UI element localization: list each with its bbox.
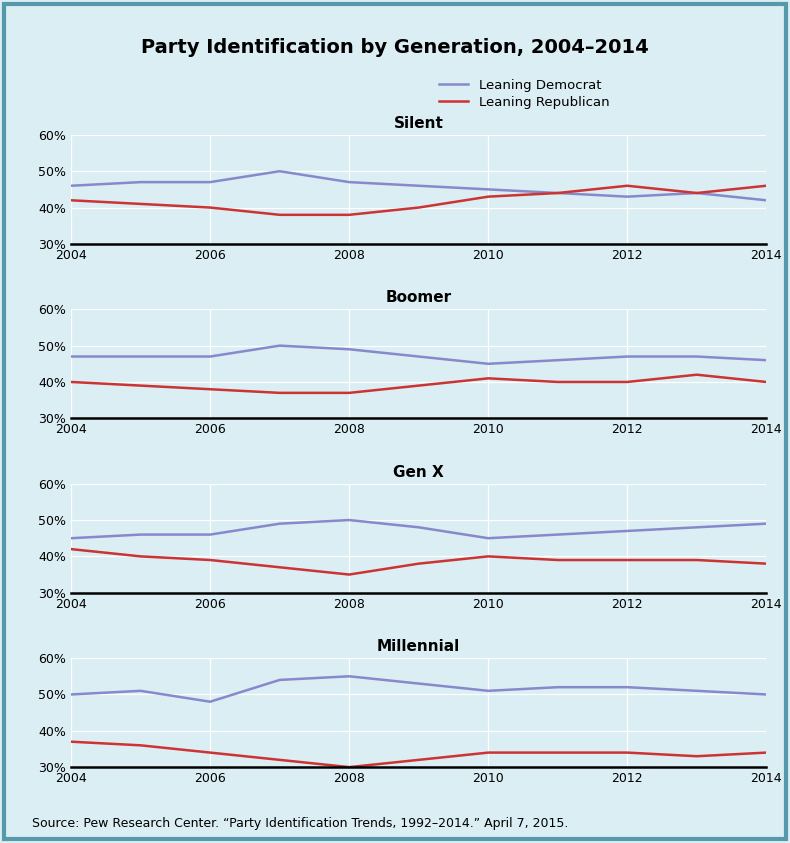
Title: Gen X: Gen X: [393, 464, 444, 480]
Text: Source: Pew Research Center. “Party Identification Trends, 1992–2014.” April 7, : Source: Pew Research Center. “Party Iden…: [32, 818, 568, 830]
Text: Party Identification by Generation, 2004–2014: Party Identification by Generation, 2004…: [141, 38, 649, 57]
Title: Boomer: Boomer: [386, 290, 452, 305]
Legend: Leaning Democrat, Leaning Republican: Leaning Democrat, Leaning Republican: [439, 78, 609, 109]
Title: Silent: Silent: [393, 116, 444, 131]
Title: Millennial: Millennial: [377, 639, 461, 654]
